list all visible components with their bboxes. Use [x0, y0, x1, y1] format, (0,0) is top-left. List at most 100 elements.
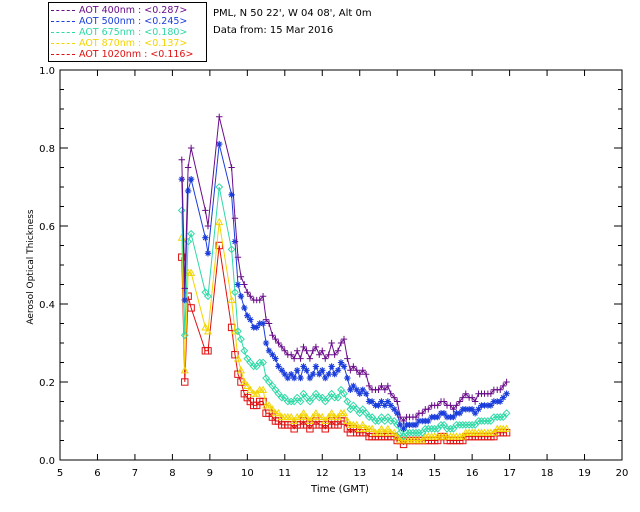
data-point-aot-675nm — [187, 229, 196, 238]
data-point-aot-675nm — [405, 428, 414, 437]
x-tick-label: 7 — [132, 468, 138, 479]
data-point-aot-675nm — [215, 183, 224, 191]
data-point-aot-400nm — [178, 156, 185, 163]
data-point-aot-870nm — [380, 428, 389, 436]
data-date: Data from: 15 Mar 2016 — [213, 25, 334, 36]
data-point-aot-500nm — [481, 402, 488, 409]
data-point-aot-500nm — [284, 374, 291, 382]
data-point-aot-400nm — [290, 355, 298, 362]
data-point-aot-675nm — [474, 417, 483, 425]
data-point-aot-400nm — [278, 343, 286, 351]
data-point-aot-500nm — [462, 406, 469, 413]
data-point-aot-500nm — [503, 390, 510, 397]
legend-swatch — [51, 54, 75, 55]
data-point-aot-675nm — [446, 424, 455, 433]
data-point-aot-500nm — [228, 191, 235, 198]
data-point-aot-500nm — [375, 402, 382, 409]
data-point-aot-400nm — [337, 339, 345, 347]
data-point-aot-400nm — [384, 382, 392, 390]
data-point-aot-500nm — [237, 293, 245, 300]
data-point-aot-870nm — [180, 366, 189, 374]
data-point-aot-500nm — [487, 402, 495, 409]
data-point-aot-500nm — [381, 402, 389, 409]
data-point-aot-1020nm — [204, 347, 212, 355]
data-point-aot-400nm — [412, 413, 420, 421]
data-point-aot-675nm — [234, 327, 242, 336]
data-point-aot-500nm — [443, 413, 451, 421]
data-point-aot-1020nm — [502, 429, 511, 437]
data-point-aot-675nm — [259, 358, 267, 367]
data-point-aot-870nm — [240, 377, 249, 386]
data-point-aot-400nm — [453, 402, 460, 409]
data-point-aot-870nm — [201, 323, 210, 331]
data-point-aot-500nm — [406, 421, 413, 429]
data-point-aot-500nm — [475, 406, 482, 413]
data-point-aot-870nm — [311, 408, 320, 417]
x-tick-label: 9 — [207, 468, 213, 479]
data-point-aot-400nm — [244, 289, 251, 296]
data-point-aot-870nm — [236, 366, 246, 374]
data-point-aot-400nm — [391, 394, 398, 401]
legend-entry-1020: AOT 1020nm : <0.116> — [51, 49, 193, 60]
data-point-aot-400nm — [312, 343, 320, 351]
data-point-aot-675nm — [227, 245, 236, 254]
data-point-aot-400nm — [319, 347, 326, 354]
data-point-aot-500nm — [453, 410, 460, 417]
data-point-aot-500nm — [272, 355, 279, 362]
data-point-aot-870nm — [390, 428, 399, 436]
data-point-aot-675nm — [458, 420, 467, 429]
data-point-aot-500nm — [184, 187, 192, 195]
data-point-aot-675nm — [483, 417, 492, 425]
data-point-aot-675nm — [334, 393, 342, 402]
data-point-aot-675nm — [455, 420, 464, 429]
data-point-aot-400nm — [181, 285, 188, 292]
data-point-aot-675nm — [283, 397, 292, 406]
data-point-aot-400nm — [316, 351, 323, 358]
data-point-aot-870nm — [265, 401, 274, 409]
data-point-aot-400nm — [375, 386, 382, 393]
data-point-aot-500nm — [434, 413, 441, 421]
data-point-aot-675nm — [415, 428, 423, 437]
data-point-aot-675nm — [180, 331, 189, 340]
data-point-aot-870nm — [333, 412, 343, 421]
data-point-aot-400nm — [303, 347, 310, 354]
x-tick-label: 8 — [169, 468, 175, 479]
data-point-aot-400nm — [234, 254, 242, 261]
legend-swatch — [51, 10, 75, 11]
data-point-aot-870nm — [324, 412, 333, 421]
data-point-aot-400nm — [425, 406, 432, 413]
plot-frame — [59, 69, 623, 461]
station-location: PML, N 50 22', W 04 08', Alt 0m — [213, 8, 372, 19]
data-point-aot-500nm — [471, 410, 479, 417]
data-point-aot-500nm — [241, 304, 248, 312]
data-point-aot-500nm — [244, 312, 251, 319]
data-point-aot-400nm — [300, 343, 307, 351]
data-point-aot-500nm — [287, 371, 295, 378]
data-point-aot-675nm — [468, 420, 477, 429]
data-point-aot-500nm — [450, 413, 457, 421]
x-tick-label: 10 — [241, 468, 254, 479]
data-point-aot-675nm — [349, 401, 358, 410]
data-point-aot-400nm — [325, 351, 332, 358]
legend-entry-675: AOT 675nm : <0.180> — [51, 27, 187, 38]
data-point-aot-400nm — [259, 293, 267, 300]
data-point-aot-675nm — [177, 206, 186, 215]
data-point-aot-400nm — [306, 355, 314, 362]
data-point-aot-675nm — [402, 428, 411, 437]
data-point-aot-675nm — [443, 424, 451, 433]
data-point-aot-400nm — [456, 398, 463, 405]
data-point-aot-870nm — [374, 428, 383, 436]
data-point-aot-500nm — [322, 374, 329, 382]
data-point-aot-500nm — [259, 320, 267, 327]
data-point-aot-500nm — [297, 374, 304, 382]
data-point-aot-870nm — [203, 327, 213, 335]
data-point-aot-400nm — [400, 417, 407, 425]
data-point-aot-675nm — [424, 424, 433, 433]
data-point-aot-500nm — [293, 367, 301, 374]
data-point-aot-675nm — [493, 413, 502, 422]
data-point-aot-400nm — [419, 410, 426, 417]
data-point-aot-675nm — [452, 420, 461, 429]
data-point-aot-675nm — [409, 428, 417, 437]
data-point-aot-675nm — [365, 413, 374, 422]
data-point-aot-870nm — [368, 424, 377, 432]
